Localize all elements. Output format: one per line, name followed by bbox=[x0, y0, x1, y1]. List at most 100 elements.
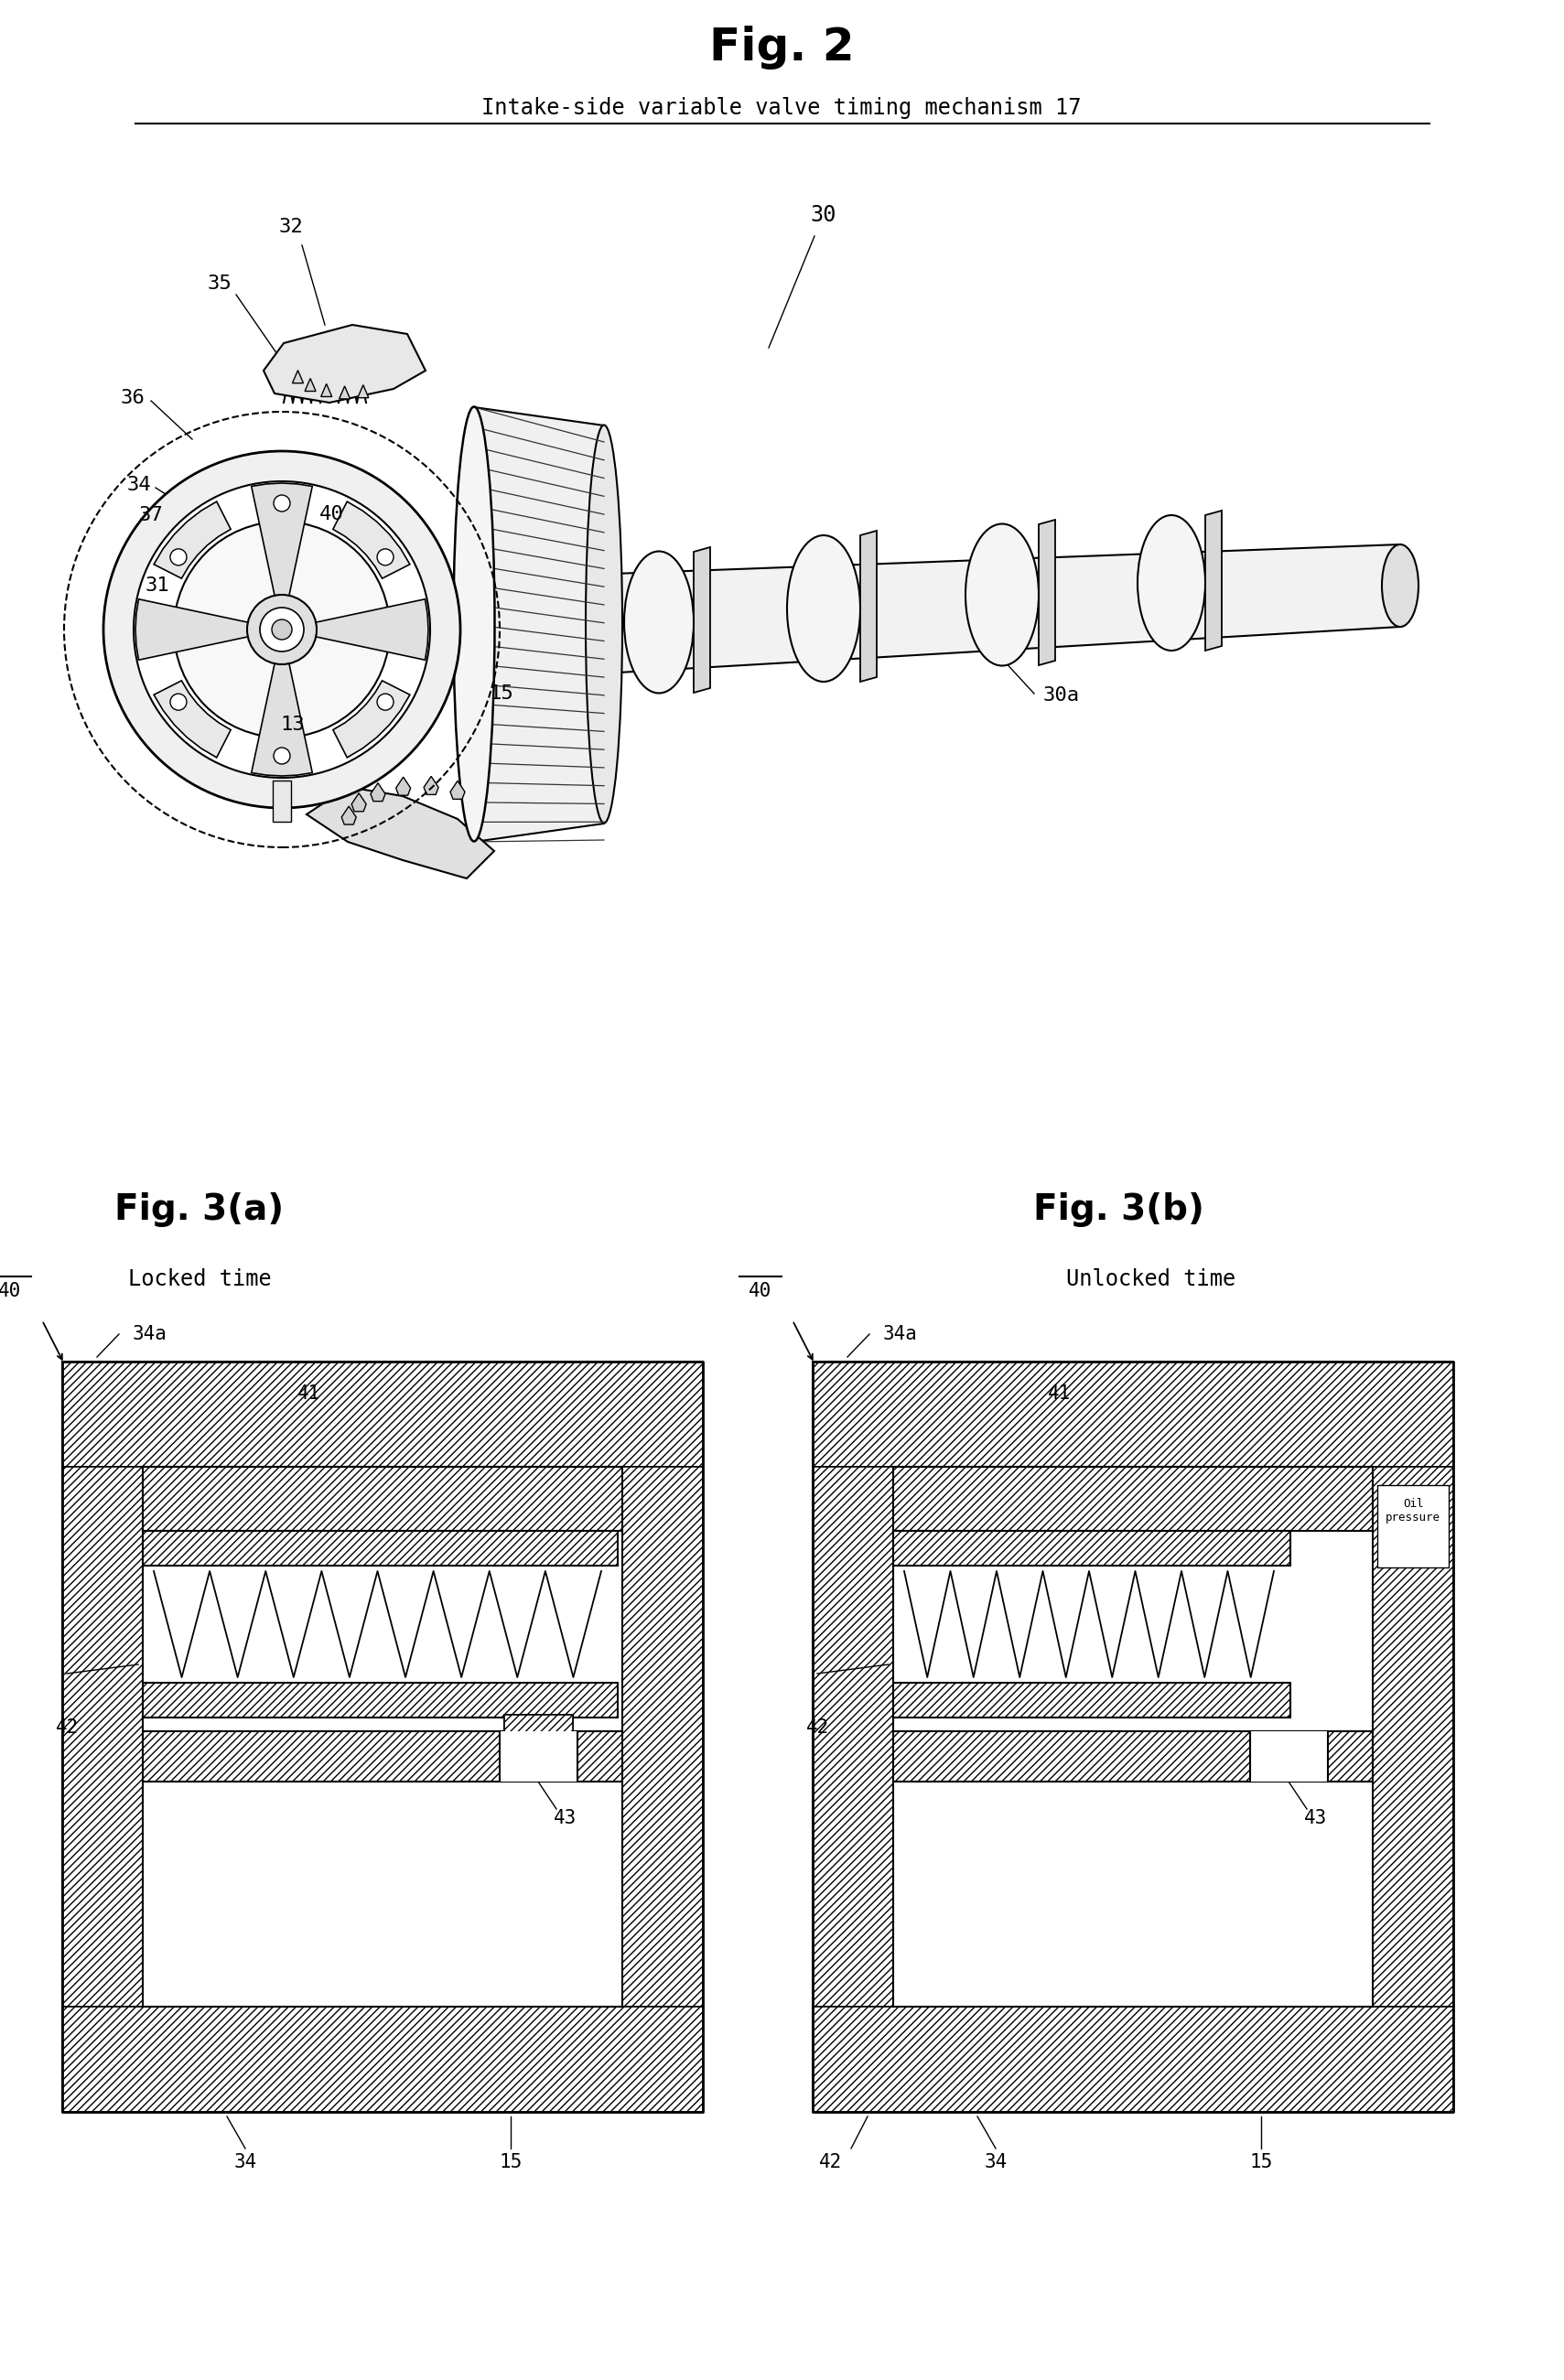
Text: 43: 43 bbox=[1304, 1809, 1328, 1828]
Polygon shape bbox=[142, 1466, 622, 1530]
Polygon shape bbox=[358, 386, 369, 397]
Text: 34: 34 bbox=[127, 476, 152, 495]
Text: 34a: 34a bbox=[131, 1326, 166, 1342]
Polygon shape bbox=[136, 600, 250, 659]
Text: 42: 42 bbox=[56, 1718, 78, 1737]
Polygon shape bbox=[1038, 519, 1056, 666]
Polygon shape bbox=[153, 681, 231, 757]
Polygon shape bbox=[860, 531, 877, 681]
Text: 15: 15 bbox=[490, 685, 513, 702]
Text: 34: 34 bbox=[984, 2154, 1007, 2171]
Polygon shape bbox=[142, 1530, 618, 1566]
Circle shape bbox=[274, 747, 289, 764]
Text: 40: 40 bbox=[0, 1283, 22, 1299]
Text: 15: 15 bbox=[1250, 2154, 1273, 2171]
Polygon shape bbox=[63, 1466, 142, 2006]
Polygon shape bbox=[63, 2006, 702, 2111]
Text: 36: 36 bbox=[120, 388, 145, 407]
Text: 34a: 34a bbox=[882, 1326, 917, 1342]
Polygon shape bbox=[893, 1730, 1373, 1783]
Polygon shape bbox=[893, 1466, 1373, 1530]
Text: 13: 13 bbox=[280, 716, 305, 733]
Polygon shape bbox=[450, 781, 465, 800]
Text: 30a: 30a bbox=[1043, 685, 1079, 704]
Polygon shape bbox=[371, 783, 385, 802]
Polygon shape bbox=[341, 807, 357, 823]
Text: Intake-side variable valve timing mechanism 17: Intake-side variable valve timing mechan… bbox=[482, 98, 1081, 119]
Text: Fig. 2: Fig. 2 bbox=[708, 26, 854, 69]
Polygon shape bbox=[504, 1714, 572, 1737]
Polygon shape bbox=[622, 1466, 702, 2006]
Circle shape bbox=[170, 693, 186, 709]
Polygon shape bbox=[142, 1466, 622, 2006]
Polygon shape bbox=[142, 1683, 618, 1718]
Ellipse shape bbox=[1383, 545, 1419, 626]
Text: Fig. 3(b): Fig. 3(b) bbox=[1032, 1192, 1204, 1228]
Polygon shape bbox=[292, 371, 303, 383]
Polygon shape bbox=[1206, 512, 1221, 650]
Text: 40: 40 bbox=[749, 1283, 773, 1299]
Polygon shape bbox=[893, 1530, 1290, 1566]
Polygon shape bbox=[321, 383, 332, 397]
Circle shape bbox=[260, 607, 303, 652]
Text: 34: 34 bbox=[233, 2154, 256, 2171]
Polygon shape bbox=[424, 776, 438, 795]
Polygon shape bbox=[813, 2006, 1453, 2111]
Polygon shape bbox=[499, 1730, 577, 1783]
Polygon shape bbox=[474, 407, 604, 843]
Text: Locked time: Locked time bbox=[128, 1269, 271, 1290]
Ellipse shape bbox=[585, 426, 622, 823]
Polygon shape bbox=[813, 1361, 1453, 1466]
Text: 35: 35 bbox=[208, 274, 231, 293]
Circle shape bbox=[274, 495, 289, 512]
Text: 41: 41 bbox=[297, 1385, 321, 1402]
Ellipse shape bbox=[454, 407, 494, 843]
Polygon shape bbox=[333, 681, 410, 757]
Text: 42: 42 bbox=[820, 2154, 843, 2171]
Ellipse shape bbox=[624, 552, 694, 693]
Circle shape bbox=[377, 550, 394, 566]
Text: Fig. 3(a): Fig. 3(a) bbox=[114, 1192, 285, 1228]
Polygon shape bbox=[893, 1466, 1373, 2006]
Text: 43: 43 bbox=[554, 1809, 577, 1828]
Circle shape bbox=[103, 452, 460, 807]
Text: Oil
pressure: Oil pressure bbox=[1386, 1497, 1440, 1523]
Ellipse shape bbox=[787, 536, 860, 681]
Polygon shape bbox=[1373, 1466, 1453, 2006]
Polygon shape bbox=[264, 324, 425, 402]
Polygon shape bbox=[142, 1730, 622, 1783]
Text: 30: 30 bbox=[810, 205, 837, 226]
Polygon shape bbox=[307, 788, 494, 878]
Polygon shape bbox=[1378, 1485, 1448, 1568]
Polygon shape bbox=[396, 776, 411, 795]
Text: 37: 37 bbox=[139, 507, 163, 524]
Circle shape bbox=[174, 521, 389, 738]
Polygon shape bbox=[540, 545, 1400, 678]
Ellipse shape bbox=[1137, 514, 1206, 650]
Polygon shape bbox=[694, 547, 710, 693]
Text: Unlocked time: Unlocked time bbox=[1067, 1269, 1236, 1290]
Circle shape bbox=[133, 481, 430, 778]
Polygon shape bbox=[63, 1361, 702, 1466]
Polygon shape bbox=[813, 1466, 893, 2006]
Polygon shape bbox=[339, 386, 350, 400]
Text: 31: 31 bbox=[145, 576, 169, 595]
Polygon shape bbox=[333, 502, 410, 578]
Circle shape bbox=[247, 595, 316, 664]
Ellipse shape bbox=[965, 524, 1038, 666]
Polygon shape bbox=[313, 600, 429, 659]
Circle shape bbox=[377, 693, 394, 709]
Polygon shape bbox=[252, 483, 313, 597]
Text: 15: 15 bbox=[499, 2154, 522, 2171]
Polygon shape bbox=[352, 793, 366, 812]
Polygon shape bbox=[1250, 1730, 1328, 1783]
Text: 42: 42 bbox=[805, 1718, 829, 1737]
Text: 41: 41 bbox=[1048, 1385, 1071, 1402]
Circle shape bbox=[272, 619, 292, 640]
Polygon shape bbox=[504, 1714, 572, 1737]
Polygon shape bbox=[272, 781, 291, 821]
Polygon shape bbox=[252, 662, 313, 776]
Polygon shape bbox=[153, 502, 231, 578]
Polygon shape bbox=[893, 1683, 1290, 1718]
Text: 40: 40 bbox=[319, 505, 344, 524]
